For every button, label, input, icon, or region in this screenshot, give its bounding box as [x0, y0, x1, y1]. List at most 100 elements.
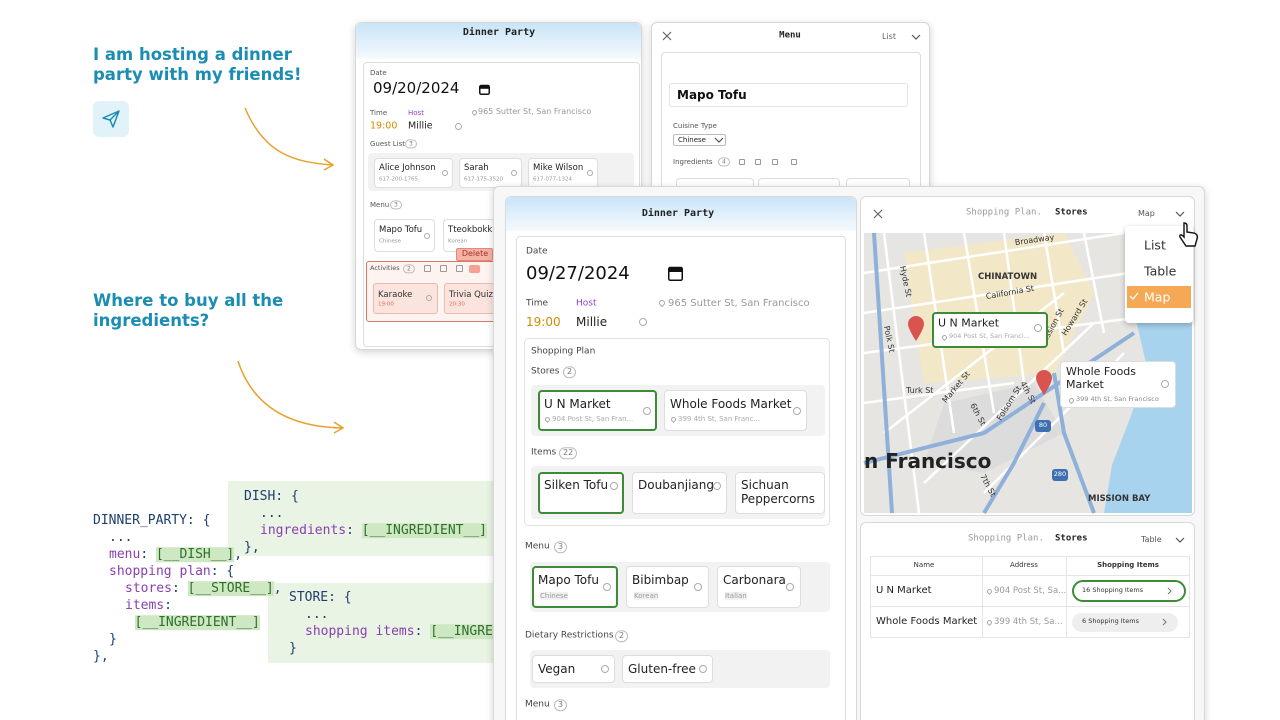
code-token: ...: [109, 530, 133, 546]
front-form-stores-count: 2: [563, 366, 577, 378]
front-form-date: 09/27/2024: [526, 263, 630, 285]
chevron-icon-part: [1175, 211, 1185, 217]
code-token: :: [346, 523, 362, 539]
front-form-menu-count: 3: [554, 541, 568, 553]
code-token: DINNER_PARTY: {: [93, 513, 211, 529]
cursor-icon-part: [1179, 222, 1199, 247]
code-token: ,: [273, 581, 282, 597]
table-panel-title: Shopping Plan.: [968, 533, 1044, 544]
code-line: ...: [260, 506, 283, 522]
chevron-icon: [1175, 537, 1185, 543]
front-form-host-label: Host: [576, 298, 597, 309]
marker-card: [932, 312, 1048, 348]
activities-name: Karaoke: [378, 289, 413, 300]
code-token: menu: [109, 547, 141, 563]
code-token: ,: [234, 547, 243, 563]
toolbar-icon: [424, 265, 431, 272]
arrow-part: [323, 158, 335, 171]
chevron-icon: [1175, 211, 1185, 217]
front-form-dietary: Vegan: [538, 661, 576, 676]
table-panel-rows: 399 4th St, Sa...: [994, 616, 1063, 627]
code-token: ingredients: [260, 523, 347, 539]
info-icon: [511, 170, 517, 176]
guests-phone: 617-175-3520: [464, 176, 503, 183]
item-card: [538, 472, 624, 514]
table-panel-rows: 6 Shopping Items: [1082, 617, 1139, 626]
menu-name: Carbonara: [723, 572, 786, 587]
marker-card: [1060, 361, 1176, 408]
back-form-title: Dinner Party: [462, 27, 536, 38]
menu-panel-cuisine-label: Cuisine Type: [673, 121, 717, 130]
code-line: stores: [__STORE__],: [125, 581, 282, 597]
info-icon: [786, 583, 794, 591]
menu-name: Bibimbap: [632, 572, 689, 587]
code-line: }: [109, 632, 117, 648]
map-marker-part: [908, 316, 924, 341]
front-form-host: Millie: [576, 314, 608, 329]
back-form-address: 965 Sutter St, San Francisco: [478, 107, 592, 117]
chevron-icon: [911, 34, 921, 40]
calendar-icon-part: [668, 267, 682, 272]
delete-icon: [469, 265, 480, 273]
back-form-guest-list-label: Guest List: [370, 139, 406, 148]
arrow-part: [237, 360, 343, 429]
menu-cuisine: Italian: [725, 591, 747, 601]
front-form-items-count: 22: [559, 447, 578, 459]
menu-cuisine: Chinese: [540, 591, 568, 601]
chevron-icon-part: [714, 137, 724, 143]
info-icon: [699, 665, 707, 673]
front-form-menu2-label: Menu: [525, 699, 550, 710]
store-card: [664, 390, 807, 431]
table-rule: [1066, 556, 1067, 638]
chevron-icon: [1162, 618, 1167, 626]
toolbar-icon: [772, 159, 778, 165]
code-line: DISH: {: [244, 489, 299, 505]
back-form-menu-label: Menu: [370, 200, 390, 209]
menu-panel-view: List: [882, 32, 896, 42]
map-panel-title: Shopping Plan.: [966, 207, 1042, 218]
guest-card: [374, 158, 453, 188]
map-marker: [908, 316, 924, 341]
map-panel-highways: 280: [1053, 470, 1067, 479]
menu-panel-ingredients-count: 4: [718, 157, 730, 167]
code-token: :: [164, 598, 172, 614]
chevron-icon-part: [1175, 537, 1185, 543]
toolbar-icon: [440, 265, 447, 272]
code-block-bg: [228, 481, 495, 556]
delete-button: [456, 248, 493, 261]
code-line: ...: [109, 530, 132, 546]
menu-panel-cuisine: Chinese: [678, 135, 706, 144]
info-icon: [639, 318, 647, 326]
guest-card: [528, 158, 598, 188]
toolbar-icon: [755, 159, 761, 165]
table-panel-columns: Shopping Items: [1097, 560, 1159, 569]
chevron-icon-part: [1162, 618, 1167, 626]
code-token: shopping plan: [109, 564, 211, 580]
send-icon: [102, 110, 120, 128]
code-token: STORE: {: [289, 590, 352, 606]
map-part: [1052, 372, 1096, 514]
menu-cuisine: Korean: [634, 591, 659, 601]
item-card: [735, 472, 825, 514]
close-icon: [873, 209, 883, 219]
map-panel-view-options: List: [1144, 237, 1166, 253]
code-token: },: [244, 540, 260, 556]
guests-name: Sarah: [464, 162, 489, 173]
back-form-time: 19:00: [370, 120, 398, 132]
code-line: ...: [305, 607, 328, 623]
front-form-time: 19:00: [526, 314, 561, 329]
code-line: DINNER_PARTY: {: [93, 513, 210, 529]
menu-panel-ingredients-label: Ingredients: [673, 157, 713, 166]
table: [870, 556, 1190, 638]
map-panel-view: Map: [1138, 209, 1155, 219]
map-panel-streets: Turk St: [906, 386, 934, 396]
back-form-host: Millie: [408, 120, 433, 132]
map-panel-view-options: Table: [1144, 263, 1177, 279]
dish-card: [626, 566, 709, 608]
item-card: [632, 472, 727, 514]
front-form-menu-label: Menu: [525, 541, 550, 552]
map-panel-entity: Stores: [1055, 207, 1088, 218]
table-panel-columns: Address: [1010, 560, 1038, 569]
markers-address: 904 Post St, San Franci...: [949, 332, 1030, 341]
guests-name: Alice Johnson: [379, 162, 436, 173]
